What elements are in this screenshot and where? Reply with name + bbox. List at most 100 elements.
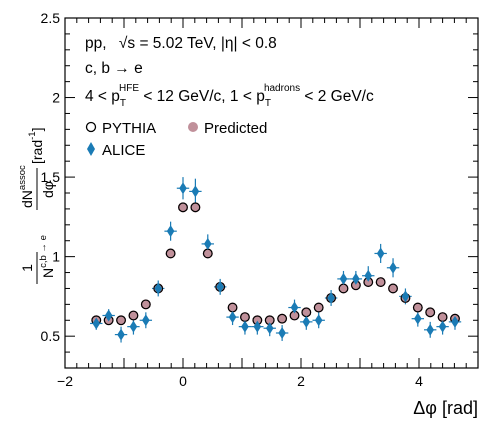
predicted-point <box>116 315 127 326</box>
predicted-point <box>425 307 436 318</box>
x-axis-label: Δφ [rad] <box>413 398 478 418</box>
predicted-points <box>91 202 460 326</box>
alice-point <box>339 272 348 285</box>
alice-point <box>278 327 286 339</box>
x-tick-label: 0 <box>179 373 187 389</box>
alice-point <box>376 247 385 260</box>
y-label-unit-text: [rad <box>29 140 45 164</box>
predicted-point <box>264 315 275 326</box>
alice-point <box>352 272 360 285</box>
legend-marker-pythia <box>85 121 97 133</box>
predicted-point <box>338 283 349 294</box>
y-tick-label: 1.5 <box>41 169 61 185</box>
y-label-prefix-den-n: N <box>40 268 56 278</box>
alice-point <box>92 317 101 330</box>
alice-point <box>104 309 113 322</box>
y-label-num: dNassoc <box>17 165 35 208</box>
alice-point <box>241 320 249 333</box>
alice-point <box>166 225 175 238</box>
predicted-point <box>227 302 238 313</box>
pythia-point <box>375 277 386 287</box>
y-label-num-dn: dN <box>19 190 35 208</box>
y-label-unit: [rad-1] <box>27 128 45 164</box>
y-tick-label: 2.5 <box>41 10 61 26</box>
predicted-point <box>437 312 448 323</box>
annotation-pt-c: < 2 GeV/c <box>300 88 374 105</box>
annotation-energy: pp, √s = 5.02 TeV, |η| < 0.8 <box>85 35 277 52</box>
predicted-point <box>252 315 263 326</box>
legend-marker-alice <box>87 142 95 156</box>
alice-point <box>438 320 447 333</box>
pythia-point <box>277 313 288 324</box>
predicted-point <box>140 299 151 310</box>
alice-point <box>142 314 150 327</box>
alice-point <box>364 269 373 282</box>
predicted-point <box>363 277 374 288</box>
alice-point <box>265 322 274 335</box>
y-label-unit-close: ] <box>29 128 45 132</box>
y-tick-label: 1 <box>52 249 60 265</box>
x-tick-label: 2 <box>297 373 305 389</box>
legend-label-alice: ALICE <box>102 142 145 159</box>
axis-tick-labels: −2 0 2 4 0.5 1 1.5 2 2.5 <box>41 10 424 389</box>
predicted-point <box>178 202 188 213</box>
predicted-point <box>313 302 324 313</box>
legend-label-predicted: Predicted <box>204 120 267 137</box>
y-label-den: dφ <box>40 181 56 198</box>
predicted-point <box>128 310 139 321</box>
alice-point <box>327 292 335 304</box>
alice-point <box>290 301 299 314</box>
pythia-point <box>412 302 423 313</box>
annotation-decay: c, b → e <box>85 60 143 77</box>
pythia-point <box>128 310 139 321</box>
pythia-point <box>313 302 324 313</box>
annotation-pt-a: 4 < p <box>85 88 120 105</box>
legend-label-pythia: PYTHIA <box>102 120 156 137</box>
alice-point <box>179 182 187 195</box>
predicted-point <box>375 277 386 288</box>
y-label-unit-sup: -1 <box>27 131 38 139</box>
predicted-point <box>289 310 300 321</box>
alice-point <box>203 237 212 250</box>
predicted-point <box>190 202 201 213</box>
pythia-point <box>140 299 151 310</box>
legend: PYTHIA Predicted ALICE <box>85 120 267 159</box>
axis-ticks <box>64 17 479 369</box>
predicted-point <box>277 313 288 324</box>
x-tick-label: −2 <box>57 373 73 389</box>
y-tick-label: 0.5 <box>41 328 61 344</box>
alice-point <box>302 315 311 328</box>
pythia-point <box>178 202 188 213</box>
annotation-pt-sup1: HFE <box>119 83 139 94</box>
legend-marker-predicted <box>188 122 198 132</box>
alice-point <box>117 328 125 341</box>
y-label-num-sup: assoc <box>17 165 28 190</box>
alice-point <box>191 185 200 198</box>
y-label-prefix-num: 1 <box>19 264 35 272</box>
annotation-energy-text: √s = 5.02 TeV, |η| < 0.8 <box>119 35 277 52</box>
x-tick-label: 4 <box>415 373 423 389</box>
predicted-point <box>165 248 176 259</box>
annotation-system: pp, <box>85 35 107 52</box>
annotation-pt-sup2: hadrons <box>264 83 300 94</box>
alice-points <box>92 182 459 341</box>
pythia-point <box>388 283 398 294</box>
alice-point <box>401 290 410 303</box>
pythia-point <box>116 315 126 326</box>
alice-point <box>426 323 435 336</box>
y-label-prefix-den-sup: c,b → e <box>38 235 49 268</box>
alice-point <box>389 261 397 274</box>
alice-point <box>314 314 323 327</box>
predicted-point <box>239 312 250 323</box>
predicted-point <box>202 248 213 259</box>
alice-point <box>414 312 422 325</box>
alice-point <box>216 280 224 293</box>
predicted-point <box>388 283 399 294</box>
predicted-point <box>412 302 423 313</box>
y-label-prefix-den: Nc,b → e <box>38 235 56 278</box>
y-tick-label: 2 <box>52 90 60 106</box>
pythia-point <box>190 202 201 213</box>
annotation-pt-sub2: T <box>265 98 271 109</box>
alice-point <box>154 282 163 295</box>
